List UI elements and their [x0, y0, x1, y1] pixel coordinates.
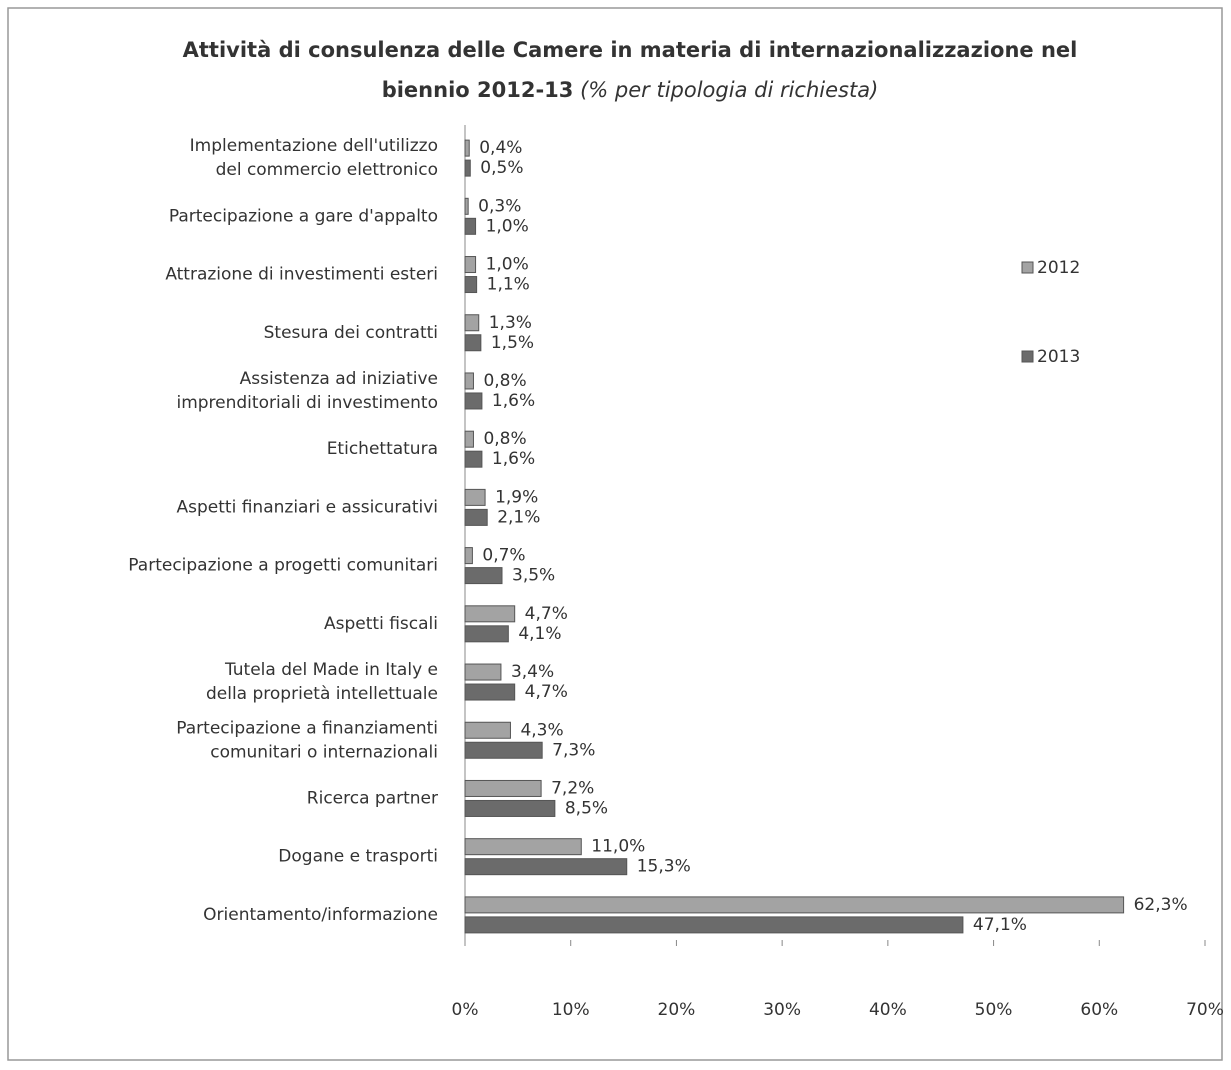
bar — [464, 430, 474, 448]
data-label: 2,1% — [497, 507, 540, 527]
bar — [464, 799, 556, 817]
bar — [464, 450, 483, 468]
y-tick-label: Partecipazione a finanziamenti comunitari… — [176, 718, 438, 762]
bar — [464, 547, 473, 565]
legend-label: 2012 — [1037, 258, 1080, 278]
data-label: 7,2% — [551, 778, 594, 798]
y-tick-label: Aspetti finanziari e assicurativi — [177, 497, 438, 517]
bar — [464, 721, 511, 739]
bar — [464, 488, 486, 506]
y-tick-label: Ricerca partner — [307, 788, 438, 808]
chart-frame — [7, 7, 1223, 1061]
y-tick-label: Etichettatura — [327, 439, 438, 459]
x-tick-label: 30% — [763, 1000, 801, 1020]
data-label: 0,8% — [483, 371, 526, 391]
data-label: 1,9% — [495, 487, 538, 507]
bar — [464, 779, 542, 797]
data-label: 3,5% — [512, 566, 555, 586]
bar — [464, 392, 483, 410]
y-tick-label: Stesura dei contratti — [264, 323, 438, 343]
chart-title: Attività di consulenza delle Camere in m… — [182, 38, 1078, 102]
y-tick-label: Implementazione dell'utilizzo del commerc… — [190, 136, 438, 180]
data-label: 0,7% — [482, 546, 525, 566]
bar — [464, 741, 543, 759]
data-label: 1,0% — [486, 216, 529, 236]
data-label: 4,1% — [518, 624, 561, 644]
x-tick-label: 70% — [1186, 1000, 1224, 1020]
y-tick-label: Dogane e trasporti — [278, 847, 438, 867]
data-label: 1,3% — [489, 313, 532, 333]
y-tick-label: Assistenza ad iniziative imprenditoriali … — [176, 369, 438, 413]
bar — [464, 605, 516, 623]
data-label: 11,0% — [591, 837, 645, 857]
x-tick-label: 0% — [452, 1000, 479, 1020]
data-label: 0,5% — [480, 158, 523, 178]
x-tick-label: 60% — [1080, 1000, 1118, 1020]
bar — [464, 217, 477, 235]
data-label: 1,0% — [486, 255, 529, 275]
bar — [464, 838, 582, 856]
data-label: 1,6% — [492, 449, 535, 469]
legend-swatch — [1021, 261, 1034, 274]
bar — [464, 276, 478, 294]
data-label: 4,3% — [520, 720, 563, 740]
bar — [464, 663, 502, 681]
legend-swatch — [1021, 350, 1034, 363]
data-label: 3,4% — [511, 662, 554, 682]
bar — [464, 256, 477, 274]
bar — [464, 896, 1125, 914]
bar — [464, 858, 628, 876]
title-block: Attività di consulenza delle Camere in m… — [160, 30, 1100, 110]
data-label: 1,1% — [487, 275, 530, 295]
y-tick-label: Partecipazione a gare d'appalto — [169, 206, 438, 226]
data-label: 0,4% — [479, 138, 522, 158]
bar — [464, 159, 471, 177]
data-label: 47,1% — [973, 915, 1027, 935]
y-tick-label: Orientamento/informazione — [203, 905, 438, 925]
data-label: 7,3% — [552, 740, 595, 760]
x-tick-label: 20% — [658, 1000, 696, 1020]
data-label: 15,3% — [637, 857, 691, 877]
bar — [464, 683, 516, 701]
data-label: 4,7% — [525, 682, 568, 702]
bar — [464, 334, 482, 352]
x-tick-label: 50% — [975, 1000, 1013, 1020]
data-label: 0,3% — [478, 196, 521, 216]
x-tick-label: 10% — [552, 1000, 590, 1020]
data-label: 1,5% — [491, 333, 534, 353]
legend-label: 2013 — [1037, 347, 1080, 367]
y-tick-label: Partecipazione a progetti comunitari — [128, 556, 438, 576]
y-tick-label: Tutela del Made in Italy e della propriet… — [206, 660, 438, 704]
data-label: 0,8% — [483, 429, 526, 449]
data-label: 8,5% — [565, 798, 608, 818]
bar — [464, 197, 469, 215]
data-label: 62,3% — [1134, 895, 1188, 915]
data-label: 1,6% — [492, 391, 535, 411]
y-tick-label: Aspetti fiscali — [324, 614, 438, 634]
bar — [464, 567, 503, 585]
bar — [464, 314, 480, 332]
bar — [464, 139, 470, 157]
chart-subtitle: (% per tipologia di richiesta) — [580, 78, 879, 102]
bar — [464, 625, 509, 643]
data-label: 4,7% — [525, 604, 568, 624]
x-tick-label: 40% — [869, 1000, 907, 1020]
bar — [464, 372, 474, 390]
y-tick-label: Attrazione di investimenti esteri — [165, 265, 438, 285]
bar — [464, 508, 488, 526]
bar — [464, 916, 964, 934]
